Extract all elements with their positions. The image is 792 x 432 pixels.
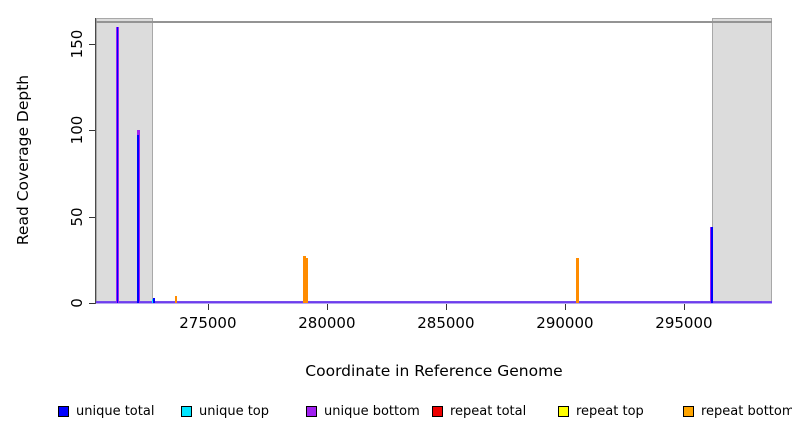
x-tick: [445, 304, 447, 310]
legend-label: unique top: [199, 403, 270, 419]
legend-label: unique total: [76, 403, 155, 419]
legend: unique total unique top unique bottom repea…: [0, 399, 792, 423]
coverage-spike: [303, 256, 306, 303]
legend-label: repeat bottom: [701, 403, 792, 419]
masked-region-band: [711, 18, 772, 303]
legend-item: unique top: [181, 402, 269, 420]
x-tick: [207, 304, 209, 310]
coverage-spike: [710, 227, 713, 303]
y-tick: [89, 43, 95, 45]
coverage-spike: [305, 258, 309, 303]
y-tick: [89, 130, 95, 132]
legend-item: repeat bottom: [683, 402, 792, 420]
x-axis-title: Coordinate in Reference Genome: [305, 362, 563, 380]
y-tick: [89, 303, 95, 304]
x-tick: [683, 304, 685, 310]
x-tick-label: 280000: [298, 314, 356, 332]
legend-swatch-unique-total: [58, 405, 69, 417]
legend-swatch-repeat-total: [432, 405, 443, 417]
legend-label: repeat total: [450, 403, 527, 419]
y-tick-label: 150: [68, 29, 86, 59]
y-tick-label: 100: [68, 115, 86, 145]
legend-swatch-repeat-bottom: [683, 405, 694, 417]
plot-area: [96, 18, 772, 304]
coverage-spike: [137, 135, 139, 303]
coverage-spike: [174, 296, 178, 303]
x-tick-label: 295000: [655, 314, 713, 332]
x-tick: [564, 304, 566, 310]
x-tick-label: 290000: [536, 314, 594, 332]
legend-label: unique bottom: [324, 403, 420, 419]
legend-item: repeat total: [432, 402, 526, 420]
y-tick-label: 0: [68, 298, 86, 308]
y-tick: [89, 216, 95, 218]
legend-item: repeat top: [558, 402, 644, 420]
legend-swatch-unique-top: [181, 405, 192, 417]
masked-region-band: [96, 18, 153, 303]
x-tick: [326, 304, 328, 310]
legend-swatch-repeat-top: [558, 405, 569, 417]
legend-swatch-unique-bottom: [306, 405, 317, 417]
legend-item: unique bottom: [306, 402, 420, 420]
y-axis-line: [95, 18, 96, 304]
coverage-spike: [116, 26, 119, 303]
zero-coverage-baseline: [96, 301, 772, 303]
legend-label: repeat top: [576, 403, 644, 419]
y-axis-title: Read Coverage Depth: [14, 74, 32, 246]
top-gray-rule: [96, 21, 772, 24]
y-tick-label: 50: [68, 207, 86, 227]
x-tick-label: 285000: [417, 314, 475, 332]
coverage-spike: [153, 297, 155, 303]
coverage-spike: [575, 258, 579, 303]
legend-item: unique total: [58, 402, 154, 420]
coverage-spike: [152, 298, 155, 303]
x-tick-label: 275000: [179, 314, 237, 332]
